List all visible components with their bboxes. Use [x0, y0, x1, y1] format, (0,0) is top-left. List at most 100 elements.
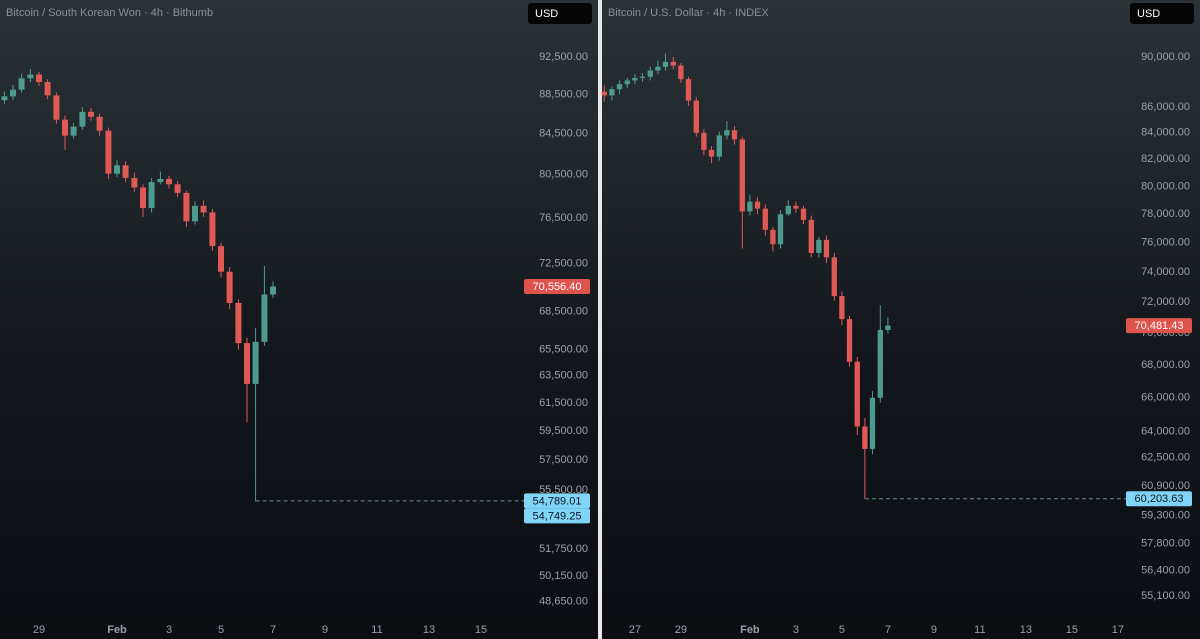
candle-body — [693, 100, 699, 133]
candle-body — [70, 126, 77, 136]
candle-body — [226, 271, 233, 303]
y-tick-label: 72,500.00 — [539, 257, 588, 269]
chart-title: Bitcoin / U.S. Dollar · 4h · INDEX — [608, 7, 769, 19]
y-tick-label: 68,000.00 — [1141, 359, 1190, 371]
y-tick-label: 86,000.00 — [1141, 101, 1190, 113]
y-tick-label: 50,150.00 — [539, 570, 588, 582]
price-label: 70,556.40 — [533, 281, 582, 293]
candle-body — [701, 132, 707, 150]
candle-body — [839, 296, 845, 320]
candle-body — [79, 111, 86, 127]
candle-body — [261, 294, 268, 342]
candle-body — [739, 139, 745, 212]
candle-body — [670, 61, 676, 66]
candle-body — [1, 96, 8, 101]
x-tick-label: 7 — [885, 624, 891, 636]
y-tick-label: 88,500.00 — [539, 88, 588, 100]
y-tick-label: 48,650.00 — [539, 596, 588, 608]
x-tick-label: 5 — [839, 624, 845, 636]
y-tick-label: 61,500.00 — [539, 397, 588, 409]
y-tick-label: 51,750.00 — [539, 543, 588, 555]
candle-body — [269, 286, 277, 295]
candle-body — [217, 246, 225, 272]
x-tick-label: 11 — [974, 624, 985, 636]
candle-body — [716, 135, 722, 157]
x-tick-label: Feb — [107, 624, 127, 636]
y-tick-label: 60,900.00 — [1141, 480, 1190, 492]
candle-body — [678, 65, 684, 80]
currency-button-bg[interactable] — [1130, 3, 1194, 24]
x-tick-label: 15 — [1066, 624, 1078, 636]
candle-body — [831, 257, 837, 297]
y-tick-label: 59,300.00 — [1141, 509, 1190, 521]
currency-button[interactable]: USD — [1137, 8, 1160, 20]
price-label-bg — [1126, 491, 1192, 507]
candle-body — [724, 130, 730, 136]
x-tick-label: 13 — [1020, 624, 1032, 636]
y-tick-label: 84,000.00 — [1141, 127, 1190, 139]
candle-body — [632, 77, 638, 81]
candle-body — [854, 361, 860, 427]
candle-body — [731, 130, 738, 140]
candle-body — [862, 426, 868, 449]
candle-body — [877, 329, 883, 398]
x-tick-label: 7 — [270, 624, 276, 636]
candle-body — [754, 201, 761, 209]
y-tick-label: 55,500.00 — [539, 484, 588, 496]
candle-body — [793, 205, 799, 209]
x-tick-label: 17 — [1112, 624, 1124, 636]
candle-body — [209, 212, 216, 247]
price-label-bg — [524, 493, 590, 509]
y-tick-label: 56,400.00 — [1141, 564, 1190, 576]
candle-body — [800, 208, 807, 220]
candle-body — [685, 79, 692, 101]
y-tick-label: 80,000.00 — [1141, 180, 1190, 192]
candle-body — [647, 70, 653, 77]
y-tick-label: 63,500.00 — [539, 370, 588, 382]
y-tick-label: 90,000.00 — [1141, 51, 1190, 63]
candle-body — [139, 187, 147, 209]
y-tick-label: 72,000.00 — [1141, 296, 1190, 308]
y-tick-label: 57,800.00 — [1141, 537, 1190, 549]
candle-body — [35, 74, 43, 83]
candle-body — [785, 205, 791, 215]
x-tick-label: 11 — [371, 624, 382, 636]
candle-body — [823, 239, 830, 258]
candle-body — [777, 214, 784, 245]
candle-body — [846, 319, 853, 362]
x-tick-label: Feb — [740, 624, 760, 636]
y-tick-label: 78,000.00 — [1141, 208, 1190, 220]
y-tick-label: 84,500.00 — [539, 128, 588, 140]
candle-body — [157, 178, 164, 183]
x-tick-label: 3 — [793, 624, 799, 636]
y-tick-label: 76,500.00 — [539, 212, 588, 224]
candle-body — [747, 201, 753, 212]
candle-body — [96, 116, 103, 131]
price-label-bg — [1126, 318, 1192, 334]
candle-body — [252, 341, 259, 384]
x-tick-label: 15 — [475, 624, 487, 636]
x-tick-label: 29 — [675, 624, 687, 636]
price-label-bg — [524, 279, 590, 295]
price-label: 60,203.63 — [1135, 493, 1184, 505]
candle-body — [122, 165, 129, 178]
candle-body — [624, 80, 630, 85]
currency-button[interactable]: USD — [535, 8, 558, 20]
divider — [598, 0, 602, 639]
candle-body — [708, 149, 715, 157]
candle-body — [601, 91, 607, 96]
x-tick-label: 3 — [166, 624, 172, 636]
candle-body — [87, 111, 95, 117]
currency-button-bg[interactable] — [528, 3, 592, 24]
candle-body — [27, 74, 34, 79]
candle-body — [9, 89, 17, 97]
y-tick-label: 57,500.00 — [539, 454, 588, 466]
candle-body — [61, 119, 69, 136]
y-tick-label: 64,000.00 — [1141, 426, 1190, 438]
x-tick-label: 9 — [322, 624, 328, 636]
y-tick-label: 55,100.00 — [1141, 590, 1190, 602]
chart-title: Bitcoin / South Korean Won · 4h · Bithum… — [6, 7, 213, 19]
x-tick-label: 5 — [218, 624, 224, 636]
